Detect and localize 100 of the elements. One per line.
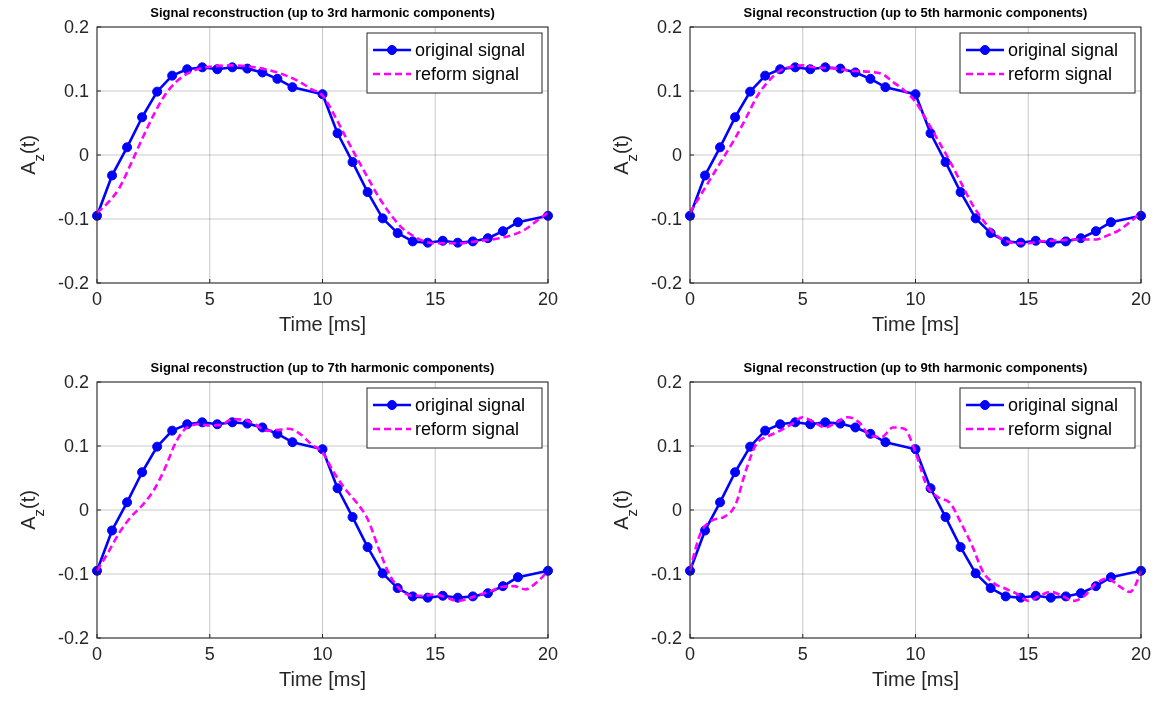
x-tick-label: 15 [1018,644,1039,664]
point [497,226,508,237]
point [715,142,726,153]
point [910,89,921,100]
x-axis-title: Time [ms] [278,668,367,690]
point [700,170,711,181]
point [880,437,891,448]
y-tick-label: -0.2 [650,273,682,293]
y-tick-label: -0.2 [57,273,89,293]
y-tick-label: 0.2 [63,17,89,37]
y-tick-label: 0 [671,500,682,520]
legend-label: reform signal [415,419,520,439]
point [955,187,966,198]
y-tick-label: 0.1 [63,81,89,101]
x-tick-label: 20 [537,644,559,664]
point [730,467,741,478]
legend-label: original signal [1008,40,1119,60]
point [940,157,951,168]
x-tick-label: 20 [537,289,559,309]
point [970,568,981,579]
x-axis-title: Time [ms] [278,313,367,335]
point [955,542,966,553]
point [362,542,373,553]
point [152,86,163,97]
point [985,583,996,594]
point [347,157,358,168]
x-axis-title: Time [ms] [871,668,960,690]
point [715,497,726,508]
point [377,568,388,579]
x-tick-label: 10 [905,644,926,664]
legend-label: reform signal [1008,64,1113,84]
x-axis-title: Time [ms] [871,313,960,335]
y-tick-label: -0.1 [57,209,89,229]
y-tick-label: 0.1 [656,81,682,101]
y-tick-label: 0.2 [656,17,682,37]
point [107,170,118,181]
point [1075,588,1086,599]
point [152,441,163,452]
x-tick-label: 5 [797,289,808,309]
y-tick-label: 0 [78,500,89,520]
chart-title: Signal reconstruction (up to 9th harmonic components) [743,360,1088,375]
point [137,112,148,123]
point [347,512,358,523]
legend-label: original signal [415,40,526,60]
point [940,512,951,523]
y-tick-label: 0.2 [63,372,89,392]
point [407,236,418,247]
x-tick-label: 5 [204,644,215,664]
point [167,425,178,436]
point [745,86,756,97]
y-tick-label: -0.1 [57,564,89,584]
y-tick-label: 0.1 [63,436,89,456]
x-tick-label: 0 [91,289,103,309]
point [362,187,373,198]
chart-title: Signal reconstruction (up to 3rd harmonic components) [150,5,495,20]
point [137,467,148,478]
legend-label: original signal [415,395,526,415]
legend-label: reform signal [415,64,520,84]
legend-label: reform signal [1008,419,1113,439]
point [760,425,771,436]
chart-title: Signal reconstruction (up to 7th harmonic components) [150,360,495,375]
y-tick-label: 0 [78,145,89,165]
x-tick-label: 10 [905,289,926,309]
point [775,419,786,430]
x-tick-label: 0 [91,644,103,664]
point [392,228,403,239]
point [332,483,343,494]
x-tick-label: 10 [312,644,333,664]
x-tick-label: 0 [684,289,696,309]
y-tick-label: -0.2 [57,628,89,648]
point [377,213,388,224]
x-tick-label: 10 [312,289,333,309]
point [880,82,891,93]
x-tick-label: 15 [425,644,446,664]
point [865,73,876,84]
point [122,142,133,153]
x-tick-label: 15 [1018,289,1039,309]
point [1045,592,1056,603]
y-tick-label: 0 [671,145,682,165]
x-tick-label: 5 [204,289,215,309]
point [512,217,523,228]
point [512,572,523,583]
point [760,70,771,81]
x-tick-label: 0 [684,644,696,664]
point [167,70,178,81]
point [850,422,861,433]
y-tick-label: -0.1 [650,209,682,229]
y-tick-label: -0.2 [650,628,682,648]
point [287,437,298,448]
legend-label: original signal [1008,395,1119,415]
point [970,213,981,224]
chart-title: Signal reconstruction (up to 5th harmonic components) [743,5,1088,20]
y-tick-label: 0.1 [656,436,682,456]
point [107,525,118,536]
x-tick-label: 5 [797,644,808,664]
point [1105,217,1116,228]
point [287,82,298,93]
point [1000,591,1011,602]
x-tick-label: 15 [425,289,446,309]
point [925,128,936,139]
